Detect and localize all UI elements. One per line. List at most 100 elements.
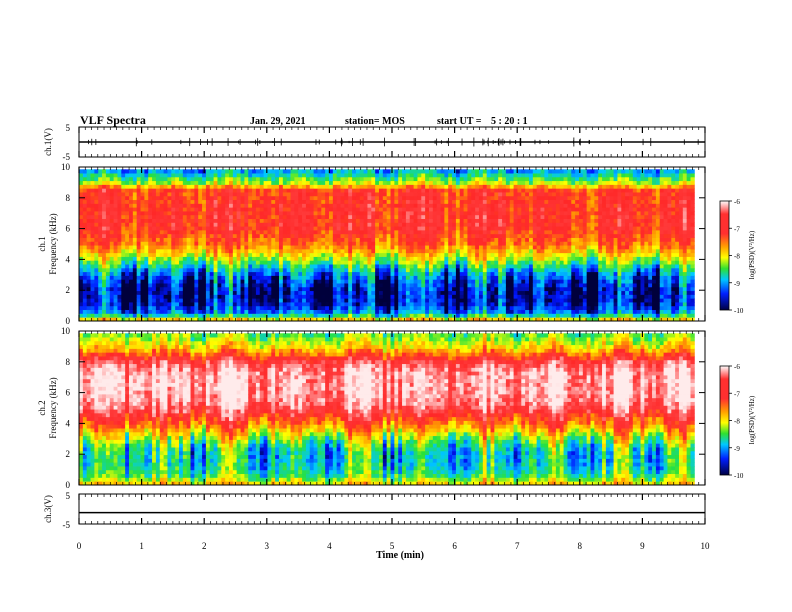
spectrogram-cell — [313, 241, 318, 246]
spectrogram-cell — [363, 302, 368, 307]
ch1-waveform-ytick-bottom: -5 — [63, 152, 71, 162]
spectrogram-cell — [405, 283, 411, 288]
spectrogram-cell — [521, 252, 526, 257]
spectrogram-cell — [509, 199, 514, 204]
spectrogram-cell — [413, 294, 418, 299]
spectrogram-cell — [278, 286, 284, 292]
spectrogram-cell — [344, 264, 349, 269]
spectrogram-cell — [255, 275, 261, 280]
spectrogram-cell — [225, 222, 230, 227]
spectrogram-cell — [486, 275, 491, 280]
spectrogram-cell — [498, 176, 503, 182]
spectrogram-cell — [363, 305, 368, 311]
spectrogram-cell — [171, 245, 176, 250]
spectrogram-cell — [213, 176, 218, 182]
spectrogram-cell — [375, 192, 380, 197]
spectrogram-cell — [275, 264, 280, 269]
spectrogram-cell — [478, 176, 484, 182]
spectrogram-cell — [321, 264, 326, 269]
spectrogram-cell — [421, 298, 426, 303]
spectrogram-cell — [413, 313, 418, 318]
spectrogram-cell — [117, 248, 122, 254]
spectrogram-cell — [478, 229, 484, 235]
spectrogram-cell — [332, 267, 338, 273]
spectrogram-cell — [167, 290, 172, 295]
spectrogram-cell — [198, 207, 203, 212]
spectrogram-cell — [209, 245, 215, 250]
spectrogram-cell — [498, 290, 503, 295]
spectrogram-cell — [194, 173, 199, 178]
spectrogram-cell — [294, 302, 299, 307]
spectrogram-cell — [228, 195, 234, 201]
spectrogram-cell — [305, 195, 311, 201]
spectrogram-cell — [209, 298, 215, 303]
spectrogram-cell — [517, 252, 522, 257]
spectrogram-cell — [355, 233, 361, 238]
spectrogram-cell — [205, 290, 211, 295]
spectrogram-cell — [313, 180, 318, 185]
spectrogram-cell — [263, 256, 268, 261]
spectrogram-cell — [117, 286, 122, 292]
spectrogram-cell — [448, 286, 453, 292]
spectrogram-cell — [398, 192, 403, 197]
spectrogram-cell — [186, 222, 191, 227]
spectrogram-cell — [278, 214, 284, 220]
spectrogram-cell — [79, 256, 84, 261]
spectrogram-cell — [363, 245, 368, 250]
spectrogram-cell — [113, 199, 118, 204]
spectrogram-cell — [225, 173, 230, 178]
spectrogram-cell — [248, 169, 253, 174]
spectrogram-cell — [82, 203, 88, 208]
spectrogram-cell — [309, 283, 315, 288]
spectrogram-cell — [471, 211, 476, 216]
spectrogram-cell — [425, 176, 430, 182]
spectrogram-cell — [482, 305, 488, 311]
spectrogram-cell — [478, 256, 484, 261]
spectrogram-cell — [152, 195, 157, 201]
spectrogram-cell — [309, 302, 315, 307]
spectrogram-cell — [432, 241, 438, 246]
spectrogram-cell — [244, 222, 249, 227]
spectrogram-cell — [125, 241, 130, 246]
spectrogram-cell — [363, 309, 368, 314]
spectrogram-cell — [213, 229, 218, 235]
spectrogram-cell — [478, 237, 484, 242]
spectrogram-cell — [336, 184, 341, 189]
spectrogram-cell — [221, 305, 226, 311]
spectrogram-cell — [425, 260, 430, 265]
spectrogram-cell — [517, 233, 522, 238]
spectrogram-cell — [336, 222, 341, 227]
spectrogram-cell — [348, 279, 353, 284]
spectrogram-cell — [525, 207, 530, 212]
spectrogram-cell — [452, 267, 457, 273]
spectrogram-cell — [386, 184, 391, 189]
spectrogram-cell — [402, 252, 407, 257]
spectrogram-cell — [352, 271, 357, 276]
spectrogram-cell — [309, 176, 315, 182]
spectrogram-cell — [252, 188, 257, 193]
spectrogram-cell — [455, 233, 461, 238]
spectrogram-cell — [217, 203, 222, 208]
spectrogram-cell — [109, 203, 115, 208]
spectrogram-cell — [129, 305, 134, 311]
spectrogram-cell — [336, 173, 341, 178]
spectrogram-cell — [255, 283, 261, 288]
spectrogram-cell — [144, 302, 149, 307]
spectrogram-cell — [390, 184, 395, 189]
spectrogram-cell — [417, 283, 422, 288]
spectrogram-cell — [471, 286, 476, 292]
spectrogram-cell — [352, 222, 357, 227]
spectrogram-cell — [452, 203, 457, 208]
spectrogram-cell — [478, 298, 484, 303]
spectrogram-cell — [140, 305, 145, 311]
spectrogram-cell — [263, 252, 268, 257]
spectrogram-cell — [352, 195, 357, 201]
spectrogram-cell — [352, 267, 357, 273]
spectrogram-cell — [382, 245, 388, 250]
spectrogram-cell — [144, 229, 149, 235]
spectrogram-cell — [236, 195, 241, 201]
spectrogram-cell — [436, 169, 441, 174]
spectrogram-cell — [425, 237, 430, 242]
spectrogram-cell — [240, 290, 245, 295]
spectrogram-cell — [505, 245, 511, 250]
